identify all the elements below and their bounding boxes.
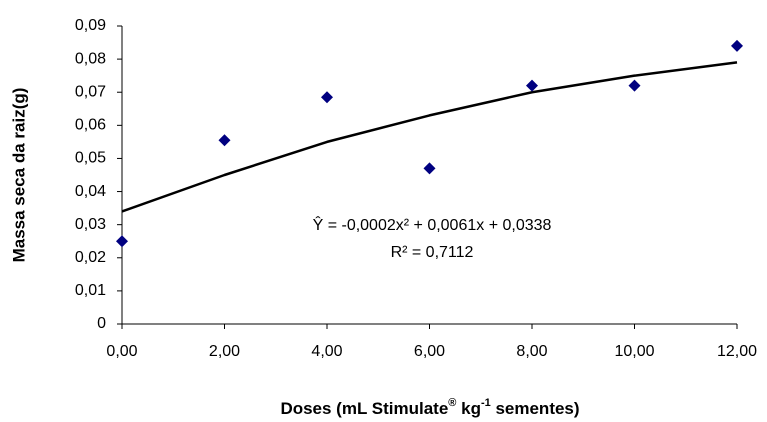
- data-point: [423, 162, 436, 175]
- x-tick-label: 2,00: [209, 343, 240, 360]
- data-point: [321, 91, 333, 104]
- x-axis-title-part: -1: [481, 397, 491, 409]
- x-axis-title-part: kg: [456, 399, 481, 418]
- x-tick-label: 10,00: [614, 343, 654, 360]
- y-tick-label: 0: [97, 315, 106, 332]
- x-axis-title-part: ®: [448, 397, 456, 409]
- y-axis-title: Massa seca da raiz(g): [9, 88, 28, 263]
- x-axis-title-part: Doses (mL Stimulate: [280, 399, 448, 418]
- x-axis-title-part: sementes): [491, 399, 580, 418]
- r-squared: R² = 0,7112: [391, 244, 474, 261]
- y-tick-label: 0,08: [75, 50, 106, 67]
- x-tick-label: 12,00: [717, 343, 757, 360]
- x-tick-label: 8,00: [516, 343, 547, 360]
- y-tick-label: 0,01: [75, 282, 106, 299]
- data-point: [526, 79, 538, 92]
- y-tick-label: 0,06: [75, 117, 106, 134]
- equation: Ŷ = -0,0002x² + 0,0061x + 0,0338: [313, 215, 552, 234]
- y-tick-label: 0,04: [75, 183, 106, 200]
- data-point: [628, 79, 641, 92]
- y-tick-label: 0,02: [75, 249, 106, 266]
- x-axis-title: Doses (mL Stimulate® kg-1 sementes): [280, 397, 579, 419]
- trendline: [121, 61, 738, 213]
- y-tick-label: 0,05: [75, 150, 106, 167]
- y-tick-label: 0,07: [75, 83, 106, 100]
- data-point: [218, 134, 231, 147]
- x-tick-label: 4,00: [311, 343, 342, 360]
- y-tick-label: 0,09: [75, 17, 106, 34]
- x-tick-label: 6,00: [414, 343, 445, 360]
- data-point: [116, 235, 128, 248]
- data-point: [731, 39, 743, 52]
- y-tick-label: 0,03: [75, 216, 106, 233]
- x-tick-label: 0,00: [106, 343, 137, 360]
